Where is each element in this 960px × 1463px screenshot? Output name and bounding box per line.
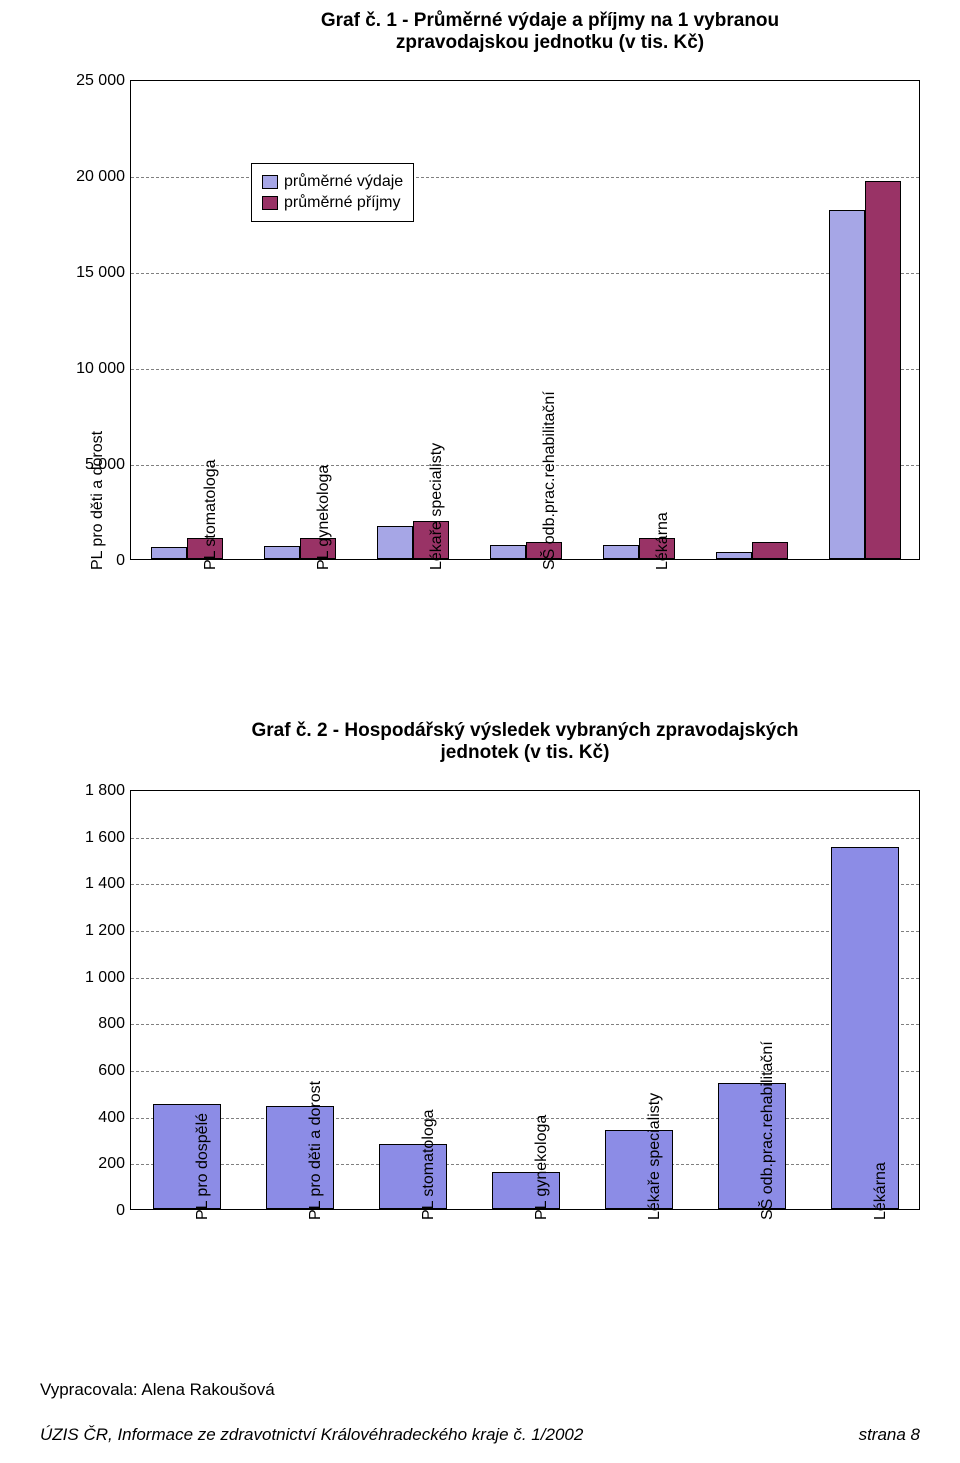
chart2-bar [831,847,899,1209]
chart1: Graf č. 1 - Průměrné výdaje a příjmy na … [0,10,960,650]
chart2-x-category-label: PL pro dospělé [194,1113,212,1220]
chart2-y-tick-label: 400 [41,1109,125,1127]
chart1-bar-prijmy [865,181,901,559]
chart1-y-tick-label: 10 000 [41,360,125,378]
chart2-y-tick-label: 1 200 [41,922,125,940]
chart2-x-category-label: Lékaře specialisty [646,1093,664,1220]
footer-bar: ÚZIS ČR, Informace ze zdravotnictví Král… [40,1425,920,1445]
chart2-title-line2: jednotek (v tis. Kč) [130,742,920,764]
footer-author: Vypracovala: Alena Rakoušová [40,1380,275,1400]
footer-source: ÚZIS ČR, Informace ze zdravotnictví Král… [40,1425,583,1445]
chart2-y-axis: 02004006008001 0001 2001 4001 6001 800 [41,791,125,1209]
chart1-y-tick-label: 15 000 [41,264,125,282]
chart2-title: Graf č. 2 - Hospodářský výsledek vybraný… [130,720,920,764]
chart2-y-tick-label: 1 400 [41,875,125,893]
chart2-plot-area: 02004006008001 0001 2001 4001 6001 800 [130,790,920,1210]
page: Graf č. 1 - Průměrné výdaje a příjmy na … [0,0,960,1463]
footer-page-number: strana 8 [859,1425,920,1445]
chart2-x-category-label: PL pro děti a dorost [307,1081,325,1220]
chart2-x-category-label: PL gynekologa [533,1115,551,1220]
chart1-x-category-label: Lékárna [654,512,854,570]
chart2-x-category-label: SŠ odb.prac.rehabilitační [759,1041,777,1220]
chart1-bar-vydaje [829,210,865,559]
chart2-y-tick-label: 600 [41,1062,125,1080]
chart2-title-line1: Graf č. 2 - Hospodářský výsledek vybraný… [130,720,920,742]
chart2: Graf č. 2 - Hospodářský výsledek vybraný… [0,720,960,1360]
chart1-title-line1: Graf č. 1 - Průměrné výdaje a příjmy na … [180,10,920,32]
chart2-y-tick-label: 200 [41,1155,125,1173]
chart2-y-tick-label: 800 [41,1015,125,1033]
chart1-y-tick-label: 20 000 [41,168,125,186]
chart2-y-tick-label: 1 600 [41,829,125,847]
chart1-title: Graf č. 1 - Průměrné výdaje a příjmy na … [180,10,920,54]
chart2-y-tick-label: 1 800 [41,782,125,800]
chart2-x-category-label: Lékárna [872,1162,890,1220]
chart2-x-category-label: PL stomatologa [420,1109,438,1220]
chart2-y-tick-label: 0 [41,1202,125,1220]
chart1-title-line2: zpravodajskou jednotku (v tis. Kč) [180,32,920,54]
chart2-bars [131,791,919,1209]
chart2-y-tick-label: 1 000 [41,969,125,987]
chart1-y-tick-label: 25 000 [41,72,125,90]
